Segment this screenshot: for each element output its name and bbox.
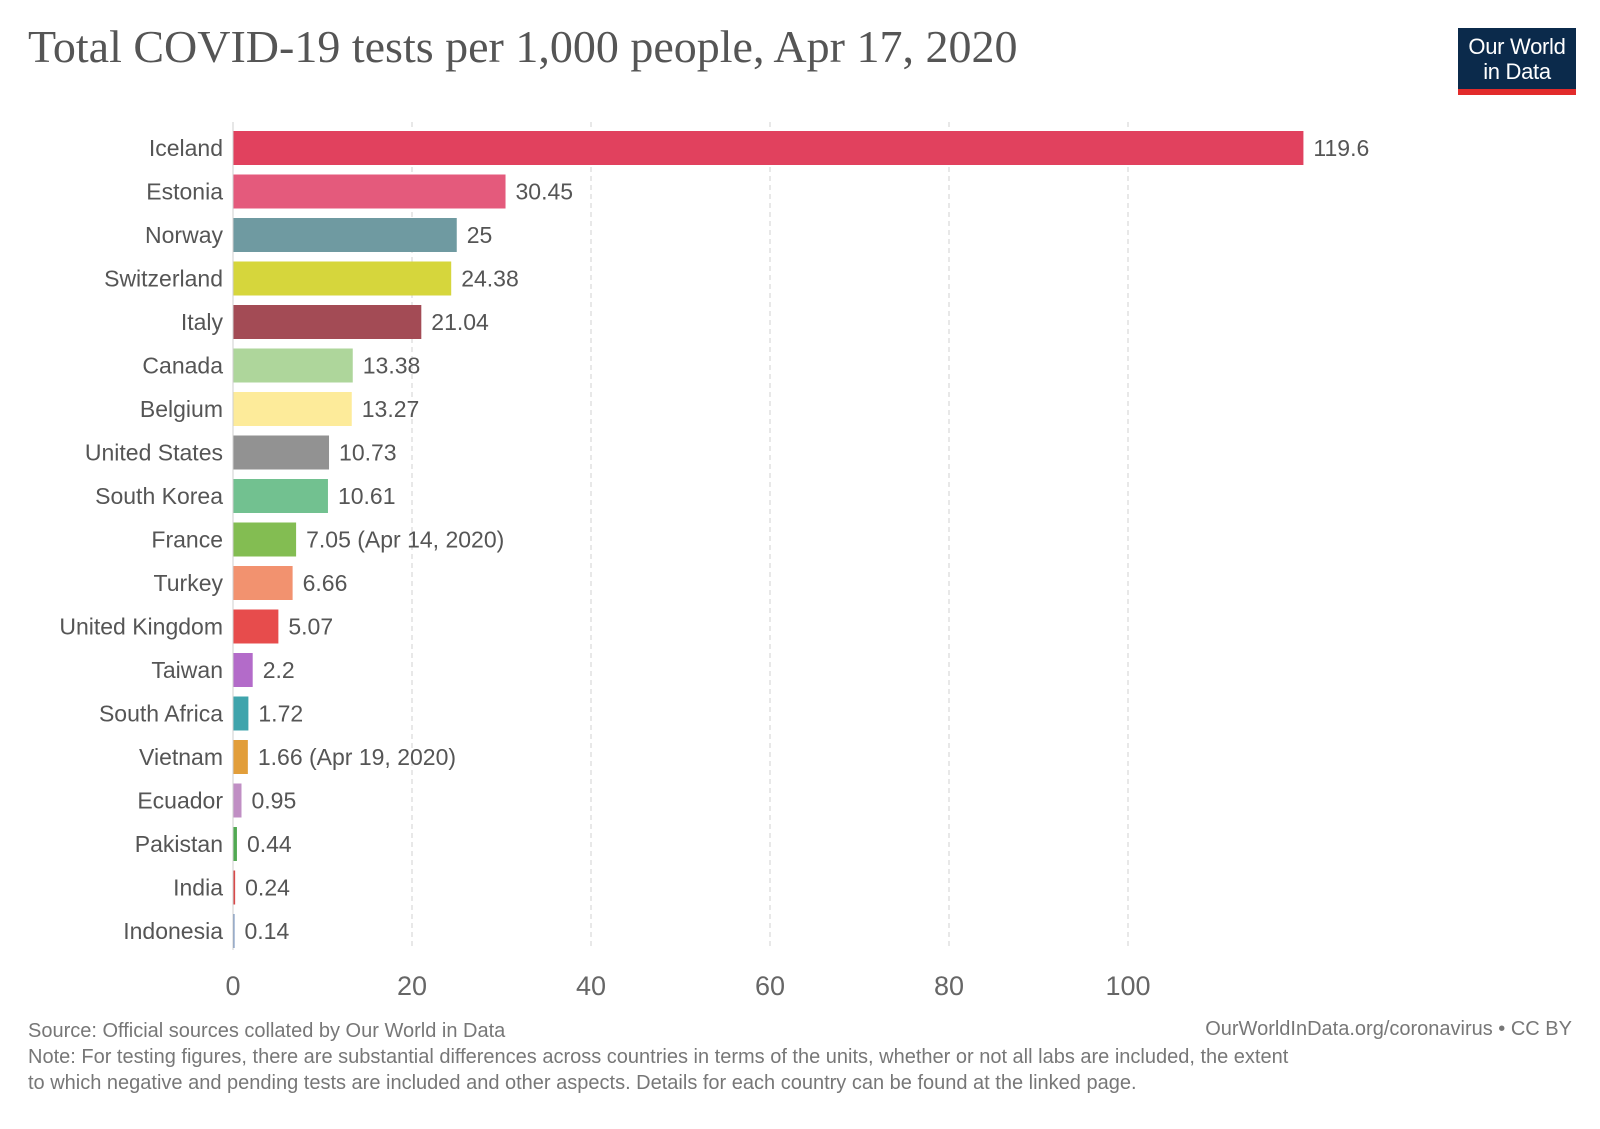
credit-link[interactable]: OurWorldInData.org/coronavirus • CC BY — [1205, 1018, 1572, 1040]
logo-line-1: Our World — [1468, 33, 1566, 59]
source-note: Source: Official sources collated by Our… — [28, 1020, 506, 1042]
grid-lines — [411, 122, 1129, 950]
bar-belgium[interactable] — [233, 392, 352, 426]
category-label: Pakistan — [135, 831, 223, 857]
value-label: 7.05 (Apr 14, 2020) — [306, 527, 504, 553]
category-label: Ecuador — [137, 788, 223, 814]
category-label: India — [173, 875, 223, 901]
value-label: 0.14 — [245, 918, 290, 944]
bar-south-korea[interactable] — [233, 479, 328, 513]
category-label: United States — [85, 440, 223, 466]
bar-pakistan[interactable] — [233, 827, 237, 861]
bar-chart: Iceland Estonia Norway Switzerland Italy Cana… — [59, 122, 1370, 1001]
x-tick-label: 60 — [755, 971, 785, 1001]
value-label: 24.38 — [461, 266, 519, 292]
value-labels: 119.6 30.45 25 24.38 21.04 13.38 13.27 10.73 10.… — [245, 135, 1370, 944]
bars — [232, 122, 1304, 950]
bar-turkey[interactable] — [233, 566, 293, 600]
x-tick-label: 80 — [934, 971, 964, 1001]
value-label: 1.72 — [258, 701, 303, 727]
bar-switzerland[interactable] — [233, 261, 452, 296]
category-label: Norway — [145, 222, 223, 248]
bar-france[interactable] — [233, 522, 297, 557]
value-label: 119.6 — [1313, 135, 1369, 161]
testing-note-line-1: Note: For testing figures, there are sub… — [28, 1046, 1289, 1068]
bar-south-africa[interactable] — [233, 696, 249, 731]
x-axis-ticks: 0 20 40 60 80 100 — [225, 971, 1150, 1001]
category-label: Taiwan — [151, 657, 223, 683]
category-label: Indonesia — [123, 918, 223, 944]
bar-taiwan[interactable] — [233, 653, 253, 687]
category-label: Canada — [142, 353, 223, 379]
value-label: 13.38 — [363, 353, 421, 379]
value-label: 0.24 — [245, 875, 290, 901]
category-labels: Iceland Estonia Norway Switzerland Italy Cana… — [59, 135, 223, 944]
chart-title: Total COVID-19 tests per 1,000 people, A… — [28, 21, 1018, 72]
bar-iceland[interactable] — [233, 131, 1304, 165]
bar-italy[interactable] — [233, 305, 422, 339]
category-label: Italy — [181, 309, 224, 335]
value-label: 30.45 — [516, 179, 574, 205]
value-label: 10.73 — [339, 440, 397, 466]
value-label: 10.61 — [338, 483, 396, 509]
value-label: 13.27 — [362, 396, 420, 422]
bar-united-kingdom[interactable] — [233, 609, 279, 644]
category-label: Estonia — [146, 179, 223, 205]
category-label: France — [151, 527, 223, 553]
category-label: South Korea — [95, 483, 223, 509]
testing-note-line-2: to which negative and pending tests are … — [28, 1072, 1137, 1094]
category-label: South Africa — [99, 701, 223, 727]
x-tick-label: 100 — [1105, 971, 1150, 1001]
bar-ecuador[interactable] — [233, 783, 242, 818]
value-label: 0.95 — [252, 788, 297, 814]
value-label: 1.66 (Apr 19, 2020) — [258, 744, 456, 770]
x-tick-label: 0 — [225, 971, 240, 1001]
value-label: 5.07 — [288, 614, 333, 640]
bar-india[interactable] — [233, 870, 236, 905]
category-label: Iceland — [149, 135, 223, 161]
value-label: 21.04 — [431, 309, 489, 335]
category-label: Switzerland — [104, 266, 223, 292]
value-label: 6.66 — [303, 570, 348, 596]
logo-line-2: in Data — [1483, 58, 1551, 84]
bar-estonia[interactable] — [233, 174, 506, 209]
value-label: 2.2 — [263, 657, 295, 683]
owid-logo[interactable]: Our World in Data — [1458, 28, 1576, 95]
category-label: United Kingdom — [59, 614, 223, 640]
value-label: 0.44 — [247, 831, 292, 857]
testing-note: Note: For testing figures, there are sub… — [28, 1044, 1288, 1096]
x-tick-label: 40 — [576, 971, 606, 1001]
bar-canada[interactable] — [233, 348, 353, 383]
bar-vietnam[interactable] — [233, 740, 248, 774]
bar-norway[interactable] — [233, 218, 457, 252]
bar-united-states[interactable] — [233, 435, 330, 470]
category-label: Belgium — [140, 396, 223, 422]
category-label: Turkey — [154, 570, 224, 596]
x-tick-label: 20 — [397, 971, 427, 1001]
value-label: 25 — [467, 222, 493, 248]
bar-indonesia[interactable] — [233, 914, 235, 948]
category-label: Vietnam — [139, 744, 223, 770]
